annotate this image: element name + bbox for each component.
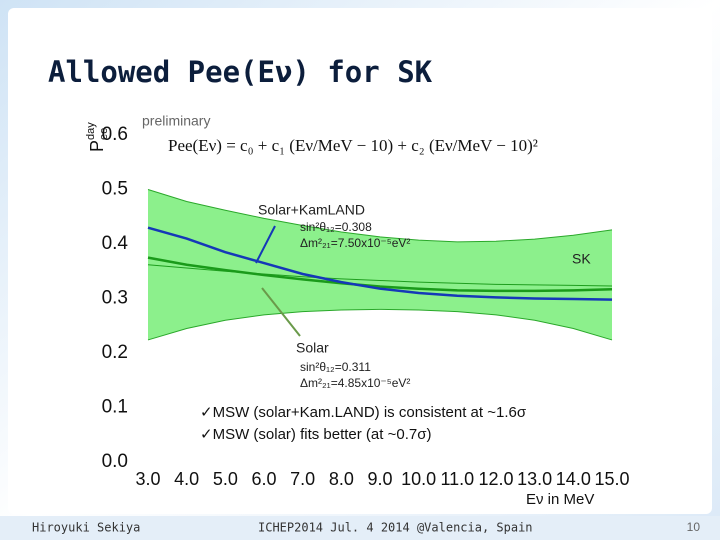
x-tick-label: 5.0	[213, 469, 238, 489]
y-axis-label: P ee day	[85, 122, 110, 152]
annotation: Δm²₂₁=7.50x10⁻⁵eV²	[300, 236, 410, 250]
y-tick-label: 0.4	[102, 233, 129, 254]
slide-title: Allowed Pee(Eν) for SK	[48, 55, 433, 89]
annotation: ✓MSW (solar+Kam.LAND) is consistent at ~…	[200, 404, 527, 421]
x-tick-label: 14.0	[556, 469, 591, 489]
annotation: ✓MSW (solar) fits better (at ~0.7σ)	[200, 426, 431, 443]
footer-author: Hiroyuki Sekiya	[32, 521, 140, 535]
annotation: sin²θ₁₂=0.308	[300, 220, 372, 234]
series-line	[147, 256, 613, 293]
y-tick-label: 0.6	[102, 124, 128, 145]
x-tick-label: 8.0	[329, 469, 354, 489]
x-tick-label: 7.0	[290, 469, 315, 489]
x-tick-label: 4.0	[174, 469, 199, 489]
arrow	[261, 287, 301, 337]
y-tick-label: 0.1	[102, 397, 128, 418]
annotation: sin²θ₁₂=0.311	[300, 360, 371, 374]
series-line	[147, 226, 613, 301]
footer-event: ICHEP2014 Jul. 4 2014 @Valencia, Spain	[258, 521, 533, 535]
y-tick-label: 0.0	[102, 451, 128, 472]
footer-bar	[0, 516, 720, 540]
arrow	[255, 225, 276, 264]
annotation: Δm²₂₁=4.85x10⁻⁵eV²	[300, 376, 410, 390]
series-label: SK	[572, 251, 591, 267]
x-tick-label: 6.0	[251, 469, 276, 489]
series-label: Solar	[296, 340, 329, 356]
annotation: preliminary	[142, 113, 210, 129]
series-label: Solar+KamLAND	[258, 202, 365, 218]
x-tick-label: 11.0	[440, 469, 474, 489]
formula: Pee(Eν) = c₀ + c₁ (Eν/MeV − 10) + c₂ (Eν…	[168, 136, 538, 155]
page-number: 10	[687, 520, 701, 534]
y-tick-label: 0.2	[102, 342, 128, 363]
y-tick-label: 0.5	[102, 179, 128, 200]
band-upper	[147, 189, 613, 243]
x-tick-label: 9.0	[367, 469, 392, 489]
y-label-sub: ee	[98, 128, 110, 140]
y-label-main: P	[87, 140, 107, 152]
band-area	[148, 189, 612, 340]
x-tick-label: 10.0	[401, 469, 436, 489]
plot	[147, 189, 613, 341]
x-tick-label: 15.0	[594, 469, 629, 489]
y-tick-label: 0.3	[102, 288, 128, 309]
x-tick-label: 12.0	[478, 469, 513, 489]
y-label-sup: day	[85, 122, 97, 140]
x-axis-label: Eν in MeV	[526, 491, 594, 508]
x-tick-label: 3.0	[135, 469, 160, 489]
band-lower	[147, 308, 613, 341]
x-tick-label: 13.0	[517, 469, 552, 489]
